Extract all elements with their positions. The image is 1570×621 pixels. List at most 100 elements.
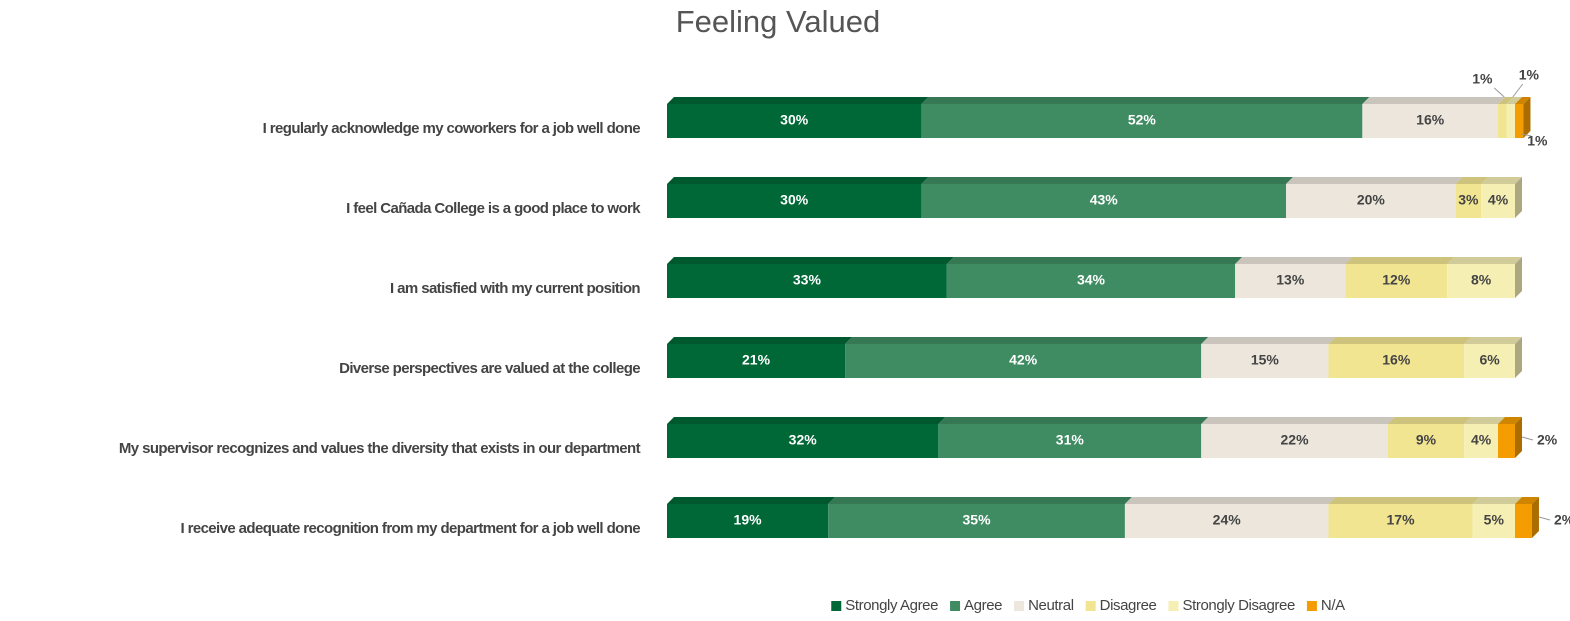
value-label: 2% bbox=[1537, 432, 1558, 448]
value-label: 15% bbox=[1251, 352, 1280, 368]
bar-top bbox=[1345, 257, 1455, 264]
bar-top bbox=[1447, 257, 1522, 264]
bar-segment bbox=[667, 424, 939, 458]
value-label: 30% bbox=[780, 192, 809, 208]
value-label: 4% bbox=[1488, 192, 1509, 208]
value-label: 52% bbox=[1128, 112, 1157, 128]
value-label: 6% bbox=[1479, 352, 1500, 368]
bar-top bbox=[1235, 257, 1353, 264]
bar-segment bbox=[1498, 424, 1515, 458]
value-label: 8% bbox=[1471, 272, 1492, 288]
bar-top bbox=[1481, 177, 1522, 184]
bar-top bbox=[1515, 497, 1539, 504]
value-label: 1% bbox=[1527, 133, 1548, 149]
bar-segment bbox=[1387, 424, 1465, 458]
bar-top bbox=[1498, 417, 1522, 424]
legend-swatch bbox=[1014, 601, 1025, 611]
bar-segment bbox=[1124, 504, 1329, 538]
value-label: 13% bbox=[1276, 272, 1305, 288]
bar-segment bbox=[667, 504, 829, 538]
legend-swatch bbox=[1168, 601, 1179, 611]
leader-line bbox=[1521, 133, 1532, 137]
bar-segment bbox=[667, 344, 846, 378]
bar-segment bbox=[1345, 264, 1448, 298]
bar-top bbox=[667, 177, 929, 184]
bar-top bbox=[1455, 177, 1489, 184]
bar-segment bbox=[828, 504, 1125, 538]
bar-top bbox=[1124, 497, 1336, 504]
bar-segment bbox=[1286, 184, 1456, 218]
category-label: I am satisfied with my current position bbox=[390, 280, 640, 297]
bar-segment bbox=[1455, 184, 1482, 218]
bar-top bbox=[667, 497, 836, 504]
bar-side bbox=[1531, 497, 1539, 538]
bar-segment bbox=[845, 344, 1202, 378]
legend-swatch bbox=[1085, 601, 1096, 611]
legend-label: Disagree bbox=[1100, 597, 1157, 614]
bar-top bbox=[1286, 177, 1463, 184]
bar-segment bbox=[667, 264, 947, 298]
value-label: 32% bbox=[789, 432, 818, 448]
bar-top bbox=[946, 257, 1243, 264]
bar-top bbox=[1515, 97, 1531, 104]
bar-side bbox=[1515, 177, 1522, 218]
bar-segment bbox=[921, 184, 1287, 218]
value-label: 17% bbox=[1387, 512, 1416, 528]
bar-segment bbox=[1201, 424, 1388, 458]
bar-top bbox=[1387, 417, 1472, 424]
legend-label: Agree bbox=[964, 597, 1002, 614]
value-label: 30% bbox=[780, 112, 809, 128]
bar-top bbox=[845, 337, 1209, 344]
value-label: 21% bbox=[742, 352, 771, 368]
bar-segment bbox=[667, 104, 922, 138]
bar-segment bbox=[1506, 104, 1515, 138]
legend-swatch bbox=[831, 601, 842, 611]
legend-label: Neutral bbox=[1028, 597, 1074, 614]
bar-segment bbox=[1481, 184, 1515, 218]
bar-segment bbox=[1362, 104, 1499, 138]
bar-segment bbox=[667, 184, 922, 218]
value-label: 34% bbox=[1077, 272, 1106, 288]
value-label: 1% bbox=[1519, 67, 1540, 83]
value-label: 43% bbox=[1090, 192, 1119, 208]
legend-swatch bbox=[1306, 601, 1317, 611]
bar-top bbox=[667, 417, 946, 424]
bar-top bbox=[921, 177, 1294, 184]
bar-top bbox=[1201, 417, 1395, 424]
chart-title: Feeling Valued bbox=[676, 4, 881, 39]
value-label: 12% bbox=[1382, 272, 1411, 288]
value-label: 2% bbox=[1554, 512, 1570, 528]
bar-segment bbox=[946, 264, 1236, 298]
bar-segment bbox=[921, 104, 1363, 138]
category-label: I receive adequate recognition from my d… bbox=[180, 520, 640, 537]
bar-segment bbox=[1447, 264, 1515, 298]
bar-top bbox=[1328, 497, 1480, 504]
legend-label: Strongly Disagree bbox=[1182, 597, 1294, 614]
bar-top bbox=[1201, 337, 1336, 344]
bar-top bbox=[1498, 97, 1514, 104]
leader-line bbox=[1521, 436, 1534, 441]
bar-side bbox=[1515, 337, 1522, 378]
bar-top bbox=[667, 97, 929, 104]
leader-line bbox=[1493, 87, 1505, 98]
bar-segment bbox=[1464, 424, 1499, 458]
legend-label: Strongly Agree bbox=[845, 597, 938, 614]
legend-label: N/A bbox=[1321, 597, 1345, 614]
bar-top bbox=[1506, 97, 1522, 104]
bar-segment bbox=[1464, 344, 1515, 378]
value-label: 35% bbox=[963, 512, 992, 528]
bar-top bbox=[667, 337, 853, 344]
legend-swatch bbox=[950, 601, 961, 611]
value-label: 31% bbox=[1056, 432, 1085, 448]
value-label: 9% bbox=[1416, 432, 1437, 448]
value-label: 42% bbox=[1009, 352, 1038, 368]
bar-segment bbox=[1328, 504, 1473, 538]
value-label: 33% bbox=[793, 272, 822, 288]
value-label: 24% bbox=[1213, 512, 1242, 528]
bar-segment bbox=[1235, 264, 1346, 298]
bar-top bbox=[828, 497, 1132, 504]
bar-top bbox=[938, 417, 1209, 424]
value-label: 1% bbox=[1472, 71, 1493, 87]
bar-segment bbox=[1472, 504, 1515, 538]
